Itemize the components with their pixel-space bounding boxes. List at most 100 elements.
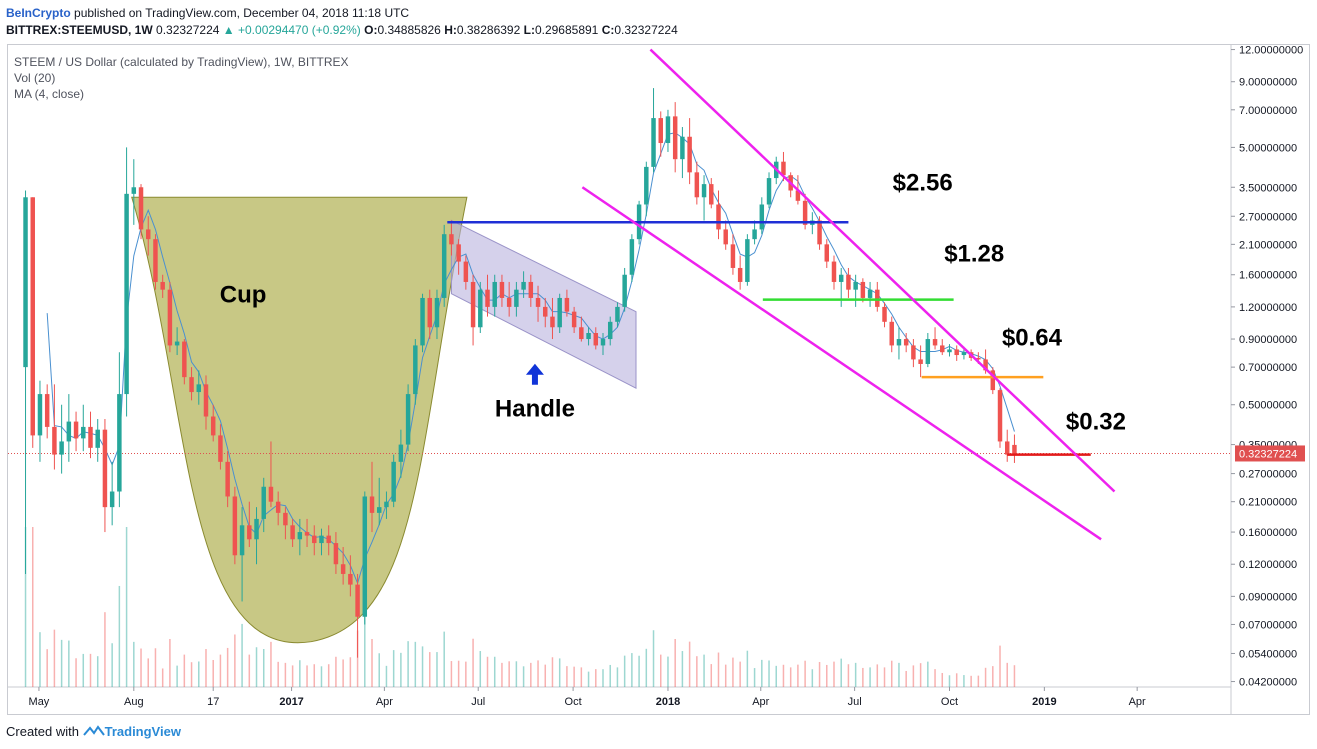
candle xyxy=(304,518,310,547)
candle xyxy=(723,220,728,250)
low-value: 0.29685891 xyxy=(534,23,599,37)
candle-body xyxy=(824,244,830,262)
candle xyxy=(247,501,252,547)
volume-bar xyxy=(60,639,63,687)
candle-body xyxy=(304,532,310,536)
x-tick-label: Apr xyxy=(1129,696,1146,708)
candle xyxy=(59,404,64,474)
candle xyxy=(694,161,700,205)
candle xyxy=(275,491,281,526)
candle xyxy=(940,339,945,356)
tradingview-brand[interactable]: TradingView xyxy=(104,724,181,739)
candle xyxy=(1004,429,1010,462)
x-tick-label: Oct xyxy=(941,696,958,708)
candle-body xyxy=(102,429,108,508)
volume-bar xyxy=(104,612,106,687)
candle-body xyxy=(196,384,202,393)
candle xyxy=(73,411,79,452)
channel-line xyxy=(581,186,1102,541)
volume-bar xyxy=(24,527,27,687)
candle-body xyxy=(124,193,129,395)
volume-bar xyxy=(934,669,936,687)
volume-bar xyxy=(291,665,294,687)
candle xyxy=(528,274,534,307)
volume-bar xyxy=(270,641,272,687)
volume-bar xyxy=(443,631,445,687)
candle xyxy=(167,281,173,353)
annotation-label: $0.32 xyxy=(1066,409,1126,436)
volume-bar xyxy=(234,634,236,687)
candle-body xyxy=(420,297,425,346)
candle xyxy=(420,293,425,353)
volume-bar xyxy=(724,664,727,687)
volume-bar xyxy=(82,653,85,687)
candle-body xyxy=(875,289,880,307)
candle-body xyxy=(680,136,685,160)
volume-bar xyxy=(299,660,301,687)
candle xyxy=(831,255,837,290)
y-tick-label: 7.00000000 xyxy=(1239,105,1297,117)
volume-bar xyxy=(472,638,474,687)
volume-bar xyxy=(811,669,814,687)
candle-body xyxy=(644,166,649,205)
x-tick-label: May xyxy=(29,696,50,708)
candle xyxy=(607,316,613,346)
y-tick-label: 2.10000000 xyxy=(1239,239,1297,251)
candle xyxy=(232,486,238,565)
volume-bar xyxy=(75,658,77,687)
volume-bar xyxy=(457,660,460,687)
tradingview-logo-icon[interactable] xyxy=(82,724,105,739)
volume-bar xyxy=(652,630,655,687)
candle-body xyxy=(737,267,743,282)
candle xyxy=(564,289,570,317)
y-tick-label: 0.05400000 xyxy=(1239,648,1297,660)
candle-body xyxy=(441,234,447,298)
candle xyxy=(283,507,288,540)
candle-body xyxy=(95,429,100,448)
candle xyxy=(557,293,562,334)
candle-body xyxy=(283,512,288,526)
volume-bar xyxy=(833,661,835,687)
volume-bar xyxy=(862,667,864,687)
volume-bar xyxy=(717,652,720,687)
chart-legend-title[interactable]: STEEM / US Dollar (calculated by Trading… xyxy=(14,55,349,69)
volume-bar xyxy=(775,665,777,687)
annotation-label: Cup xyxy=(220,281,267,308)
y-tick-label: 0.70000000 xyxy=(1239,362,1297,374)
candle-body xyxy=(66,421,72,442)
candle-body xyxy=(781,161,786,176)
candle-body xyxy=(499,281,505,298)
candle xyxy=(875,281,880,312)
symbol-line: BITTREX:STEEMUSD, 1W 0.32327224 ▲ +0.002… xyxy=(6,23,678,37)
y-tick-label: 0.04200000 xyxy=(1239,677,1297,689)
volume-legend[interactable]: Vol (20) xyxy=(14,71,56,85)
annotation-label: $0.64 xyxy=(1002,324,1063,351)
ma-legend[interactable]: MA (4, close) xyxy=(14,87,85,101)
candle xyxy=(319,528,324,556)
candle-body xyxy=(629,239,635,275)
volume-bar xyxy=(320,666,323,687)
chart-frame[interactable] xyxy=(7,44,1310,715)
candle-body xyxy=(247,525,252,540)
candle xyxy=(189,367,194,401)
x-tick-label: Aug xyxy=(124,696,144,708)
y-tick-label: 0.27000000 xyxy=(1239,469,1297,481)
volume-bar xyxy=(616,667,619,687)
brand-name[interactable]: BeInCrypto xyxy=(6,6,71,20)
candle xyxy=(102,419,108,533)
candle-body xyxy=(160,281,165,290)
candle-body xyxy=(413,345,418,395)
volume-bar xyxy=(818,661,821,687)
candle xyxy=(867,281,873,307)
volume-bar xyxy=(746,650,749,687)
candle xyxy=(1012,434,1017,463)
volume-bar xyxy=(327,664,330,687)
candle xyxy=(456,239,461,275)
x-tick-label: Jul xyxy=(848,696,862,708)
volume-bar xyxy=(688,641,691,687)
candle-body xyxy=(131,187,137,194)
volume-bar xyxy=(782,664,785,687)
candle xyxy=(615,302,620,328)
candle-body xyxy=(752,229,757,240)
